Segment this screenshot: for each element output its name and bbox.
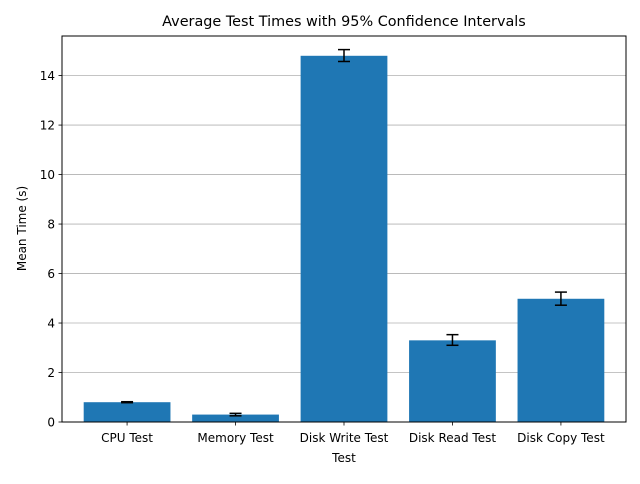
y-tick-label: 2 <box>47 366 55 380</box>
y-tick-label: 4 <box>47 317 55 331</box>
x-tick-label: CPU Test <box>101 431 153 445</box>
x-tick-label: Memory Test <box>197 431 274 445</box>
plot-frame <box>61 35 627 423</box>
y-tick-label: 14 <box>40 69 55 83</box>
bar <box>517 298 605 422</box>
bar <box>192 414 279 422</box>
y-tick-label: 12 <box>40 119 55 133</box>
x-axis-ticks: CPU Test Memory Test Disk Write Test Disk R… <box>101 422 605 445</box>
bars <box>83 55 605 423</box>
x-axis-label: Test <box>331 451 356 465</box>
x-tick-label: Disk Copy Test <box>517 431 605 445</box>
y-axis-ticks: 0 2 4 6 8 10 12 14 <box>40 69 62 430</box>
bar <box>300 55 388 423</box>
y-tick-label: 0 <box>47 416 55 430</box>
y-axis-label: Mean Time (s) <box>15 186 29 271</box>
bar <box>83 402 171 422</box>
x-tick-label: Disk Read Test <box>409 431 496 445</box>
y-tick-label: 8 <box>47 218 55 232</box>
chart-title: Average Test Times with 95% Confidence I… <box>162 14 526 30</box>
bar <box>409 340 496 422</box>
y-tick-label: 6 <box>47 267 55 281</box>
y-tick-label: 10 <box>40 168 55 182</box>
x-tick-label: Disk Write Test <box>300 431 389 445</box>
error-bars <box>121 48 567 417</box>
